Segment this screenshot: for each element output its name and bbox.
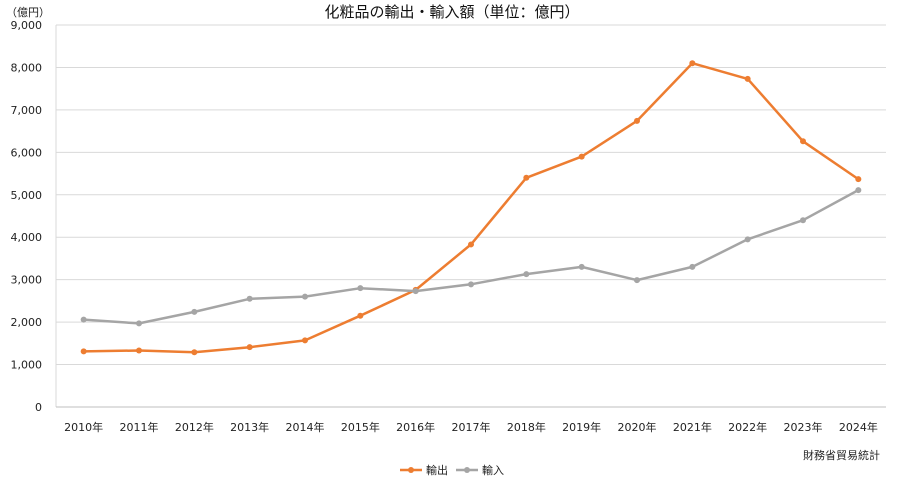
data-point <box>191 308 198 315</box>
y-tick-label: 7,000 <box>11 104 43 117</box>
data-point <box>80 348 87 355</box>
data-point <box>302 293 308 300</box>
data-point <box>412 288 419 295</box>
data-point <box>634 117 640 124</box>
data-point <box>800 138 806 145</box>
legend-label-1: 輸入 <box>482 463 504 477</box>
y-axis-ticks: 0 1,000 2,000 3,000 4,000 5,000 6,000 7,000 8,00… <box>11 19 43 414</box>
x-axis-ticks: 2010年 2011年 2012年 2013年 2014年 2015年 2016年 2017年… <box>64 420 878 434</box>
series-line-1 <box>83 189 859 325</box>
data-point <box>191 349 198 356</box>
data-point <box>578 263 585 270</box>
data-point <box>80 316 87 323</box>
x-tick-label: 2020年 <box>618 420 657 434</box>
y-tick-label: 8,000 <box>11 61 43 74</box>
x-tick-label: 2024年 <box>839 420 878 434</box>
data-point <box>800 217 806 224</box>
x-tick-label: 2023年 <box>784 420 823 434</box>
x-tick-label: 2016年 <box>396 420 435 434</box>
legend-marker-0 <box>408 467 414 473</box>
x-tick-label: 2011年 <box>120 420 159 434</box>
data-point <box>855 176 862 183</box>
series-line-0 <box>83 61 860 354</box>
data-point <box>468 241 474 248</box>
data-point <box>302 337 308 344</box>
x-tick-label: 2021年 <box>673 420 712 434</box>
legend: 輸出 輸入 <box>400 463 504 477</box>
y-tick-label: 5,000 <box>11 189 43 202</box>
y-tick-label: 4,000 <box>11 231 43 244</box>
x-tick-label: 2022年 <box>728 420 767 434</box>
data-point <box>246 295 253 302</box>
y-tick-label: 0 <box>35 401 42 414</box>
x-tick-label: 2019年 <box>562 420 601 434</box>
legend-marker-1 <box>464 467 470 473</box>
data-point <box>468 281 474 288</box>
data-point <box>634 277 640 284</box>
gridlines <box>55 24 886 408</box>
data-point <box>523 174 530 181</box>
y-tick-label: 2,000 <box>11 316 43 329</box>
series-group <box>80 60 862 356</box>
data-point <box>136 347 142 354</box>
y-tick-label: 3,000 <box>11 274 43 287</box>
source-label: 財務省貿易統計 <box>803 448 880 462</box>
y-unit-label: （億円） <box>6 6 50 19</box>
y-tick-label: 6,000 <box>11 146 43 159</box>
x-tick-label: 2010年 <box>64 420 103 434</box>
y-tick-label: 1,000 <box>11 359 43 372</box>
y-tick-label: 9,000 <box>11 19 43 32</box>
data-point <box>689 60 696 67</box>
data-point <box>357 312 364 319</box>
x-tick-label: 2013年 <box>230 420 269 434</box>
x-tick-label: 2012年 <box>175 420 214 434</box>
x-tick-label: 2015年 <box>341 420 380 434</box>
data-point <box>246 344 253 351</box>
data-point <box>357 285 364 292</box>
x-tick-label: 2018年 <box>507 420 546 434</box>
x-tick-label: 2014年 <box>286 420 325 434</box>
data-point <box>744 236 751 243</box>
chart-title: 化粧品の輸出・輸入額（単位：億円） <box>324 3 579 21</box>
x-tick-label: 2017年 <box>452 420 491 434</box>
data-point <box>744 75 751 82</box>
data-point <box>689 263 696 270</box>
data-point <box>523 271 530 278</box>
data-point <box>855 187 862 194</box>
legend-label-0: 輸出 <box>426 463 448 477</box>
data-point <box>136 320 142 327</box>
data-point <box>578 153 585 160</box>
